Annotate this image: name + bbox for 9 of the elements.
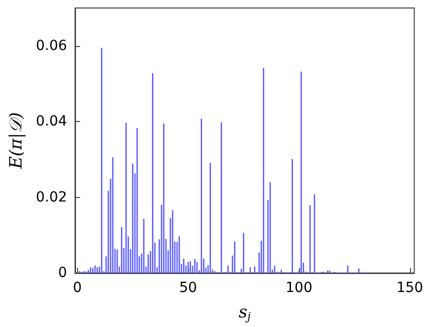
x-tick-label: 50 [179, 280, 198, 296]
y-axis-title: E(π|𝒟) [6, 112, 26, 170]
x-tick-label: 100 [286, 280, 312, 296]
y-tick-label: 0.04 [36, 114, 68, 130]
y-tick-label: 0 [58, 265, 68, 281]
x-tick-label: 150 [396, 280, 424, 296]
x-tick-label: 0 [72, 280, 82, 296]
y-tick-label: 0.06 [36, 38, 68, 54]
y-tick-label: 0.02 [36, 189, 68, 206]
